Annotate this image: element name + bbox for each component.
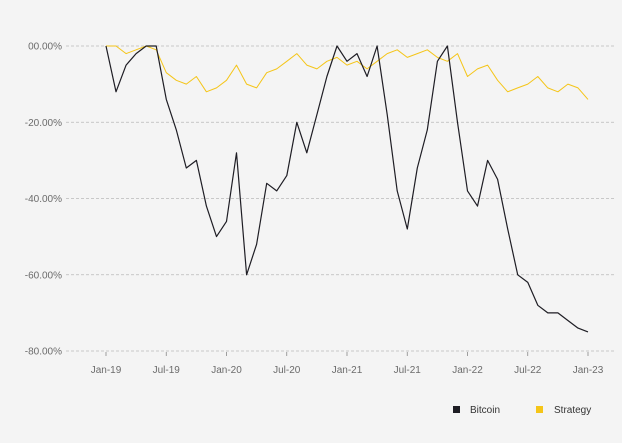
series-line-bitcoin [105,45,589,333]
x-tick-label: Jul-19 [153,365,181,376]
legend: Bitcoin Strategy [453,405,591,416]
legend-label-strategy: Strategy [554,405,591,416]
x-tick-label: Jul-21 [394,365,422,376]
x-tick-label: Jul-22 [514,365,542,376]
x-tick-label: Jan-23 [573,365,604,376]
y-tick-label: -80.00% [25,347,62,358]
series-line-strategy [106,45,589,100]
y-tick-label: 00.00% [28,42,62,53]
y-tick-label: -40.00% [25,194,62,205]
series-lines [105,45,589,333]
y-tick-label: -60.00% [25,270,62,281]
horizontal-grid [66,45,614,352]
x-axis-ticks: Jan-19 Jul-19 Jan-20 Jul-20 Jan-21 Jul-21 Jan-… [91,352,604,376]
legend-label-bitcoin: Bitcoin [470,405,500,416]
x-tick-label: Jul-20 [273,365,301,376]
legend-swatch-strategy [536,406,543,413]
x-tick-label: Jan-21 [332,365,363,376]
y-axis-tick-labels: 00.00% -20.00% -40.00% -60.00% -80.00% [25,42,62,358]
x-tick-label: Jan-20 [211,365,242,376]
x-tick-label: Jan-22 [452,365,483,376]
x-tick-label: Jan-19 [91,365,122,376]
legend-swatch-bitcoin [453,406,460,413]
y-tick-label: -20.00% [25,118,62,129]
